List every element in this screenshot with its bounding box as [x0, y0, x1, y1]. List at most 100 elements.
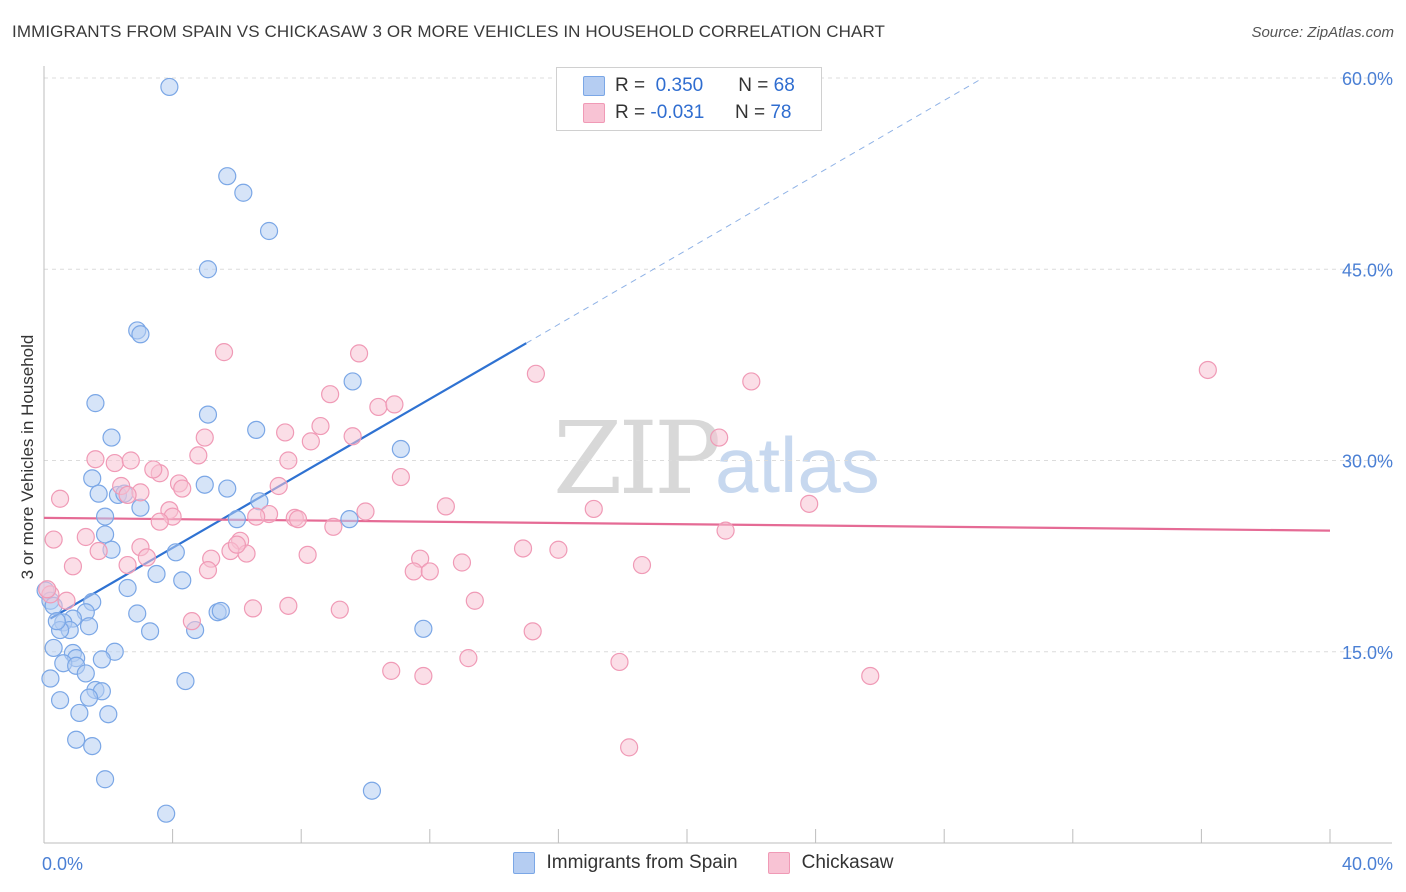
spain-point	[234, 183, 253, 202]
chickasaw-point	[279, 596, 298, 615]
chickasaw-point	[86, 450, 105, 469]
chickasaw-point	[311, 416, 330, 436]
spain-point	[160, 77, 179, 97]
spain-r-label: R =	[615, 75, 646, 96]
spain-swatch	[583, 76, 605, 96]
chickasaw-point	[173, 479, 192, 498]
chickasaw-point	[298, 545, 317, 564]
spain-point	[89, 484, 108, 503]
chickasaw-point	[465, 591, 484, 610]
chickasaw-point	[391, 467, 410, 487]
legend-item-chickasaw[interactable]: Chickasaw	[767, 852, 894, 874]
spain-r-value: 0.350	[655, 75, 704, 96]
spain-n-label: N =	[738, 75, 769, 96]
chickasaw-point	[610, 652, 629, 672]
spain-point	[227, 510, 246, 529]
spain-point	[99, 705, 118, 724]
axes	[43, 66, 1392, 844]
spain-point	[95, 507, 115, 526]
chickasaw-point	[710, 428, 729, 447]
chickasaw-point	[716, 521, 735, 540]
spain-point	[102, 428, 121, 447]
spain-point	[340, 510, 359, 529]
spain-point	[198, 405, 218, 424]
chickasaw-point	[189, 446, 208, 465]
chickasaw-point	[513, 539, 533, 558]
legend-label-chickasaw: Chickasaw	[801, 852, 894, 873]
chickasaw-point	[118, 485, 137, 505]
spain-point	[176, 671, 195, 691]
spain-point	[157, 804, 176, 823]
chickasaw-point	[452, 553, 472, 572]
chickasaw-point	[214, 343, 234, 362]
chickasaw-point	[861, 666, 880, 686]
spain-point	[343, 372, 362, 391]
y-tick-label: 60.0%	[1342, 69, 1393, 89]
spain-point	[195, 475, 214, 494]
tick-labels: 15.0% 30.0% 45.0% 60.0% 0.0% 40.0%	[42, 69, 1393, 874]
spain-point	[83, 469, 102, 488]
chickasaw-point	[459, 649, 478, 668]
chickasaw-point	[523, 622, 542, 641]
chickasaw-point	[44, 530, 63, 549]
spain-point	[147, 564, 166, 584]
chickasaw-swatch	[583, 103, 605, 123]
chickasaw-point	[420, 562, 439, 581]
chickasaw-point	[105, 453, 124, 473]
chickasaw-point	[343, 427, 362, 446]
chickasaw-point	[137, 548, 156, 567]
chickasaw-point	[632, 555, 652, 575]
spain-point	[414, 619, 433, 638]
chickasaw-point	[227, 535, 246, 554]
spain-point	[41, 669, 60, 688]
legend-swatch-spain	[512, 852, 535, 874]
gridlines	[44, 77, 1392, 653]
chickasaw-point	[89, 541, 108, 561]
chickasaw-point	[1198, 360, 1217, 380]
chickasaw-point	[38, 580, 57, 599]
chickasaw-point	[404, 562, 423, 581]
spain-point	[131, 498, 150, 517]
spain-point	[70, 703, 89, 723]
spain-point	[86, 394, 105, 413]
chickasaw-point	[526, 364, 545, 383]
spain-point	[83, 736, 102, 756]
spain-point	[166, 543, 185, 562]
spain-point	[211, 601, 230, 621]
chickasaw-point	[121, 451, 140, 470]
chickasaw-point	[369, 397, 388, 417]
chickasaw-point	[118, 555, 137, 575]
spain-point	[44, 638, 63, 658]
watermark-atlas: atlas	[715, 421, 880, 509]
spain-point	[47, 612, 66, 631]
legend-item-spain[interactable]: Immigrants from Spain	[512, 852, 738, 874]
chickasaw-point	[321, 385, 340, 404]
x-tick-label: 0.0%	[42, 854, 83, 874]
chickasaw-point	[279, 451, 298, 470]
chickasaw-point	[414, 666, 433, 686]
spain-point	[362, 781, 382, 800]
chart-title: IMMIGRANTS FROM SPAIN VS CHICKASAW 3 OR …	[12, 22, 885, 41]
spain-point	[50, 691, 70, 710]
chickasaw-point	[584, 499, 603, 519]
chickasaw-point	[198, 561, 218, 580]
spain-point	[95, 770, 115, 789]
spain-n-value: 68	[773, 75, 795, 96]
spain-point	[128, 604, 147, 623]
source-label: Source: ZipAtlas.com	[1251, 24, 1394, 41]
spain-point	[198, 260, 218, 279]
legend-row-chickasaw: R = -0.031 N = 78	[583, 100, 791, 126]
chickasaw-point	[247, 507, 266, 526]
spain-point	[92, 650, 111, 669]
chickasaw-r-value: -0.031	[650, 102, 705, 123]
spain-point	[95, 525, 115, 544]
y-tick-label: 30.0%	[1342, 452, 1393, 472]
chickasaw-point	[436, 497, 455, 516]
chickasaw-point	[195, 428, 214, 447]
chickasaw-point	[549, 540, 568, 559]
chickasaw-point	[349, 344, 369, 363]
spain-point	[218, 479, 237, 498]
watermark-zip: ZIP	[553, 400, 721, 517]
spain-point	[140, 622, 160, 641]
